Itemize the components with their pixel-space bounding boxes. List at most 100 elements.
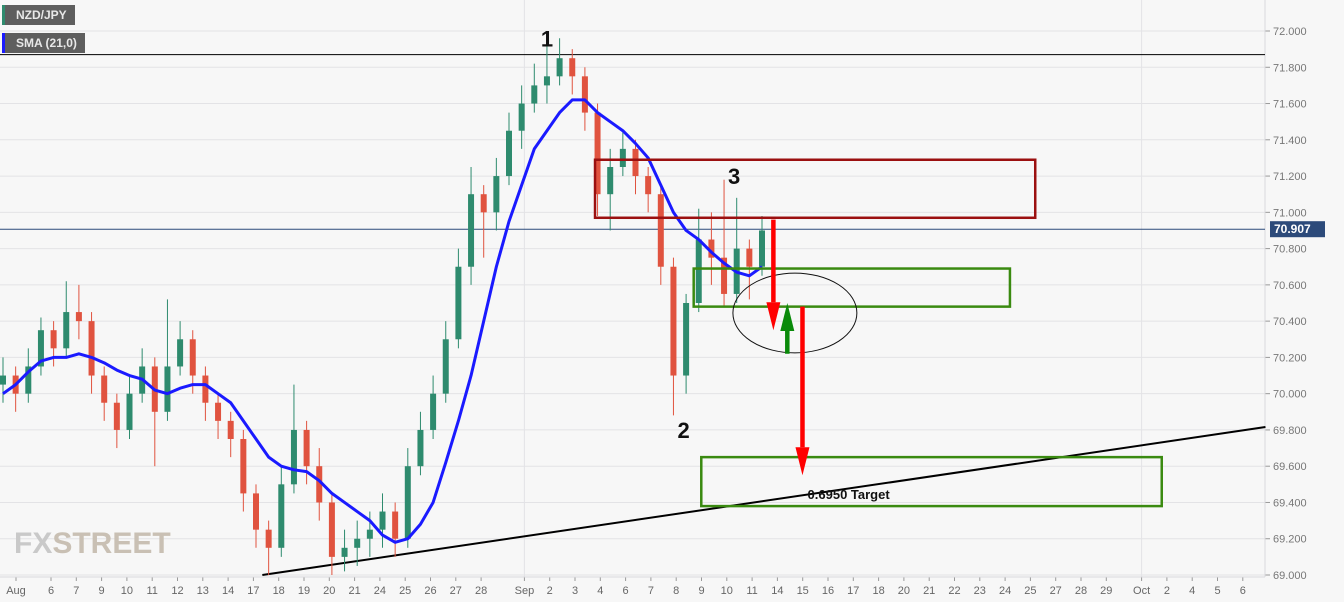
candle-body bbox=[316, 466, 323, 503]
candle bbox=[645, 167, 652, 213]
candle bbox=[63, 281, 70, 358]
y-tick-label: 71.000 bbox=[1273, 207, 1307, 219]
x-tick-label: 4 bbox=[597, 585, 603, 597]
candle-body bbox=[189, 339, 196, 376]
candle bbox=[25, 348, 32, 403]
x-tick-label: 22 bbox=[948, 585, 960, 597]
target-label: 0.6950 Target bbox=[808, 487, 891, 502]
ellipse-highlight bbox=[732, 272, 858, 354]
candle bbox=[493, 157, 500, 231]
candle bbox=[341, 529, 348, 572]
candle bbox=[404, 448, 411, 548]
arrow-head bbox=[766, 302, 781, 331]
x-tick-label: 2 bbox=[547, 585, 553, 597]
candle-body bbox=[594, 112, 601, 195]
candle bbox=[480, 185, 487, 258]
candle-body bbox=[607, 167, 614, 195]
y-tick-label: 69.600 bbox=[1273, 461, 1307, 473]
candle-body bbox=[75, 312, 82, 322]
x-tick-label: 6 bbox=[623, 585, 629, 597]
symbol-legend[interactable]: NZD/JPY bbox=[2, 5, 75, 25]
candle bbox=[468, 167, 475, 285]
candle bbox=[506, 112, 512, 186]
indicator-label: SMA (21,0) bbox=[16, 36, 77, 50]
candle bbox=[379, 493, 386, 548]
x-tick-label: 4 bbox=[1189, 585, 1195, 597]
candle-body bbox=[290, 429, 297, 485]
candle bbox=[265, 520, 272, 575]
candle bbox=[177, 321, 184, 376]
peak-label: 2 bbox=[677, 418, 689, 443]
candle bbox=[37, 317, 44, 376]
x-tick-label: Aug bbox=[6, 585, 26, 597]
candle bbox=[75, 284, 82, 340]
candle-body bbox=[227, 420, 234, 439]
candle bbox=[392, 502, 399, 557]
x-tick-label: 26 bbox=[424, 585, 436, 597]
x-tick-label: 12 bbox=[171, 585, 183, 597]
symbol-color-bar bbox=[2, 5, 5, 25]
current-price-label: 70.907 bbox=[1274, 222, 1311, 236]
candle-body bbox=[202, 375, 209, 403]
candle-body bbox=[543, 76, 550, 86]
candle-body bbox=[531, 85, 538, 104]
candle bbox=[632, 139, 639, 195]
candle-body bbox=[569, 58, 576, 77]
y-tick-label: 69.000 bbox=[1273, 570, 1307, 582]
candle bbox=[619, 130, 626, 177]
candle-body bbox=[113, 402, 120, 430]
x-tick-label: 8 bbox=[673, 585, 679, 597]
zone-box bbox=[593, 158, 1037, 220]
x-tick-label: 3 bbox=[572, 585, 578, 597]
candle-body bbox=[468, 194, 475, 267]
arrow-head bbox=[795, 447, 810, 476]
candle-body bbox=[354, 538, 361, 548]
candle-body bbox=[683, 303, 690, 376]
x-tick-label: 27 bbox=[450, 585, 462, 597]
candle-body bbox=[126, 393, 133, 430]
x-tick-label: 20 bbox=[898, 585, 910, 597]
candle bbox=[253, 484, 259, 548]
candle-body bbox=[88, 321, 95, 376]
arrow bbox=[795, 306, 810, 476]
candle-body bbox=[101, 375, 108, 403]
peak-label: 1 bbox=[541, 26, 553, 51]
candle-body bbox=[253, 493, 259, 530]
candle-body bbox=[430, 393, 437, 430]
candle-body bbox=[328, 502, 335, 557]
candle bbox=[227, 411, 234, 458]
x-tick-label: Oct bbox=[1133, 585, 1150, 597]
x-tick-label: 15 bbox=[797, 585, 809, 597]
x-tick-label: 17 bbox=[847, 585, 859, 597]
candle-body bbox=[632, 148, 639, 177]
candle-body bbox=[0, 375, 6, 385]
candle-body bbox=[215, 402, 222, 421]
x-tick-label: 21 bbox=[923, 585, 935, 597]
candle-body bbox=[392, 511, 399, 539]
x-tick-label: 20 bbox=[323, 585, 335, 597]
candle bbox=[240, 429, 247, 512]
y-tick-label: 71.200 bbox=[1273, 171, 1307, 183]
fxstreet-watermark: FXSTREET bbox=[14, 527, 171, 560]
y-tick-label: 71.600 bbox=[1273, 99, 1307, 111]
y-tick-label: 72.000 bbox=[1273, 26, 1307, 38]
candle-body bbox=[240, 439, 247, 494]
x-tick-label: 9 bbox=[698, 585, 704, 597]
indicator-legend[interactable]: SMA (21,0) bbox=[2, 33, 85, 53]
candle bbox=[556, 38, 563, 86]
x-tick-label: 10 bbox=[121, 585, 133, 597]
x-tick-label: 14 bbox=[771, 585, 783, 597]
arrow-head bbox=[780, 303, 795, 331]
candle-body bbox=[37, 330, 44, 367]
candle-body bbox=[581, 76, 588, 113]
candle-body bbox=[265, 529, 272, 548]
candle-body bbox=[645, 176, 652, 195]
candle bbox=[518, 85, 525, 149]
candle bbox=[455, 248, 462, 349]
candle bbox=[430, 375, 437, 439]
candle-body bbox=[619, 148, 626, 167]
candle bbox=[708, 212, 715, 285]
candle bbox=[202, 366, 209, 421]
candle-body bbox=[670, 266, 677, 376]
